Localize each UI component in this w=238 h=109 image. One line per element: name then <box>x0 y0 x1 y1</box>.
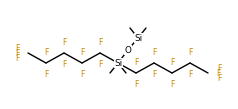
Text: F: F <box>44 48 48 56</box>
Text: Si: Si <box>134 33 142 43</box>
Text: F: F <box>80 70 84 78</box>
Text: F: F <box>16 49 20 58</box>
Text: F: F <box>80 48 84 56</box>
Text: O: O <box>124 45 131 54</box>
Text: F: F <box>170 79 174 89</box>
Text: F: F <box>15 54 19 62</box>
Text: Si: Si <box>114 59 122 67</box>
Text: F: F <box>98 60 102 68</box>
Text: F: F <box>134 79 138 89</box>
Text: F: F <box>134 58 138 66</box>
Text: F: F <box>15 43 19 53</box>
Text: F: F <box>62 60 66 68</box>
Text: F: F <box>217 64 221 72</box>
Text: F: F <box>152 48 156 56</box>
Text: F: F <box>98 37 102 47</box>
Text: F: F <box>170 58 174 66</box>
Text: F: F <box>216 68 220 77</box>
Text: F: F <box>188 70 192 78</box>
Text: F: F <box>44 70 48 78</box>
Text: F: F <box>217 73 221 83</box>
Text: F: F <box>152 70 156 78</box>
Text: F: F <box>188 48 192 56</box>
Text: F: F <box>62 37 66 47</box>
